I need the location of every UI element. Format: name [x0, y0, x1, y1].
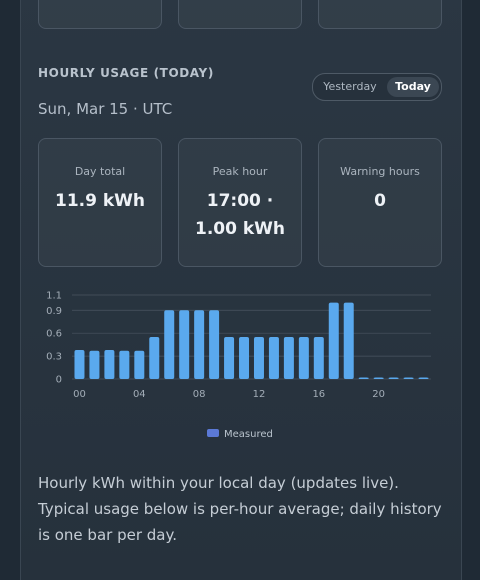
bar-hour-08	[194, 310, 205, 379]
bar-hour-23	[418, 377, 429, 379]
bar-hour-22	[403, 377, 414, 379]
x-tick-label: 04	[133, 389, 146, 400]
legend-label-measured: Measured	[224, 429, 273, 440]
bar-hour-02	[104, 349, 115, 379]
legend-swatch-measured	[207, 429, 219, 437]
y-tick-label: 1.1	[46, 291, 62, 302]
section-title: HOURLY USAGE (TODAY)	[38, 66, 214, 80]
bar-hour-19	[358, 377, 369, 379]
date-label: Sun, Mar 15 · UTC	[38, 100, 173, 118]
bar-hour-07	[179, 310, 190, 379]
x-tick-label: 08	[193, 389, 206, 400]
bar-hour-03	[119, 350, 130, 379]
y-tick-label: 0.3	[46, 352, 62, 363]
summary-card-top-1	[38, 0, 162, 29]
bar-hour-06	[164, 310, 175, 379]
bar-hour-04	[134, 350, 145, 379]
bar-hour-12	[253, 337, 264, 379]
bar-hour-17	[328, 302, 339, 379]
bar-hour-21	[388, 377, 399, 379]
day-total-card: Day total 11.9 kWh	[38, 138, 162, 267]
bar-hour-14	[283, 337, 294, 379]
bar-hour-11	[239, 337, 250, 379]
x-tick-label: 16	[312, 389, 325, 400]
warning-hours-value: 0	[374, 191, 386, 211]
warning-hours-card: Warning hours 0	[318, 138, 442, 267]
hourly-usage-chart: 0 0.3 0.6 0.9 1.1 00 04 08 12 16 20 Measured	[46, 291, 431, 440]
bar-hour-15	[298, 337, 309, 379]
toggle-yesterday[interactable]: Yesterday	[323, 80, 377, 93]
bar-hour-10	[224, 337, 235, 379]
day-toggle: Yesterday Today	[312, 73, 442, 101]
day-total-value: 11.9 kWh	[54, 191, 146, 211]
peak-hour-card: Peak hour 17:00 · 1.00 kWh	[178, 138, 302, 267]
summary-card-top-3	[318, 0, 442, 29]
bar-hour-05	[149, 337, 160, 379]
x-tick-label: 12	[253, 389, 266, 400]
toggle-today[interactable]: Today	[387, 77, 439, 97]
y-tick-label: 0.9	[46, 306, 62, 317]
y-tick-label: 0	[56, 375, 62, 386]
summary-card-top-2	[178, 0, 302, 29]
bar-hour-16	[313, 337, 324, 379]
peak-hour-label: Peak hour	[212, 165, 268, 178]
warning-hours-label: Warning hours	[340, 165, 420, 178]
y-tick-label: 0.6	[46, 329, 62, 340]
bar-hour-18	[343, 302, 354, 379]
bar-hour-01	[89, 350, 100, 379]
bar-hour-20	[373, 377, 384, 379]
bar-hour-13	[268, 337, 279, 379]
x-tick-label: 00	[73, 389, 86, 400]
x-tick-label: 20	[372, 389, 385, 400]
bar-hour-09	[209, 310, 220, 379]
bar-hour-00	[74, 349, 85, 379]
peak-hour-value: 17:00 · 1.00 kWh	[194, 191, 286, 239]
day-total-label: Day total	[74, 165, 126, 178]
chart-description: Hourly kWh within your local day (update…	[38, 474, 442, 544]
